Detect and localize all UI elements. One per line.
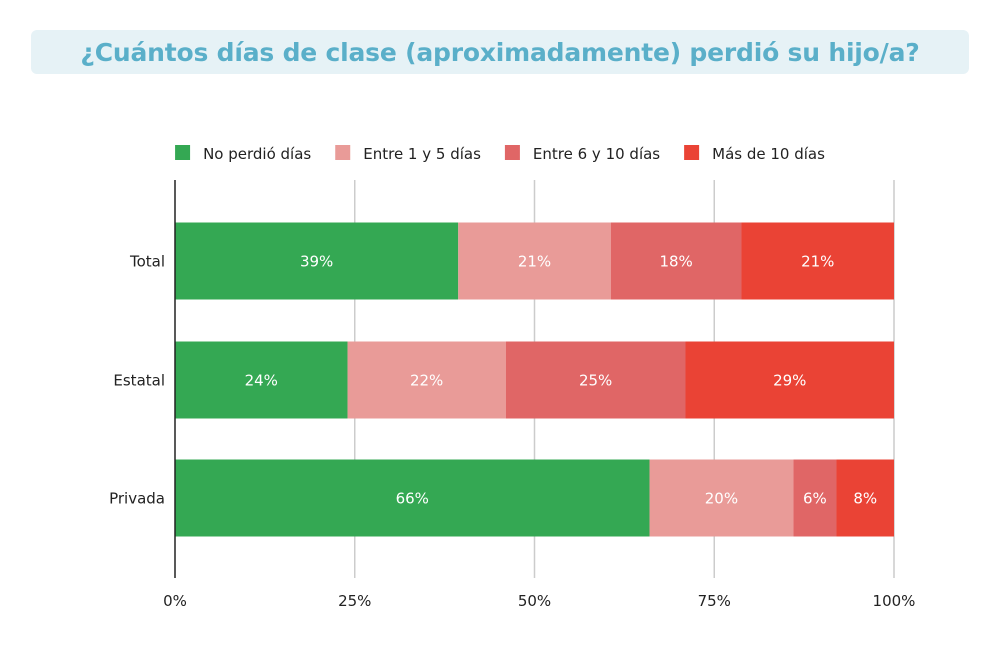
category-label: Estatal — [113, 372, 165, 390]
legend-swatch — [504, 145, 520, 160]
bar-segment — [793, 459, 837, 537]
bar-segment — [458, 222, 611, 300]
axes: 0% 25% 50% 75% 100% Total Estatal Privada — [109, 180, 915, 610]
bar-value-label: 66% — [396, 490, 429, 508]
legend-label: Entre 6 y 10 días — [533, 145, 660, 163]
bar-segment — [610, 222, 742, 300]
bar-value-label: 25% — [579, 372, 612, 390]
category-label: Total — [129, 253, 165, 271]
bar-segment — [347, 341, 506, 419]
bar-value-label: 18% — [659, 253, 692, 271]
chart-title-box: ¿Cuántos días de clase (aproximadamente)… — [31, 30, 969, 74]
x-tick-label: 75% — [698, 592, 731, 610]
bar-value-label: 21% — [518, 253, 551, 271]
bar-segment — [685, 341, 894, 419]
bar-segment — [836, 459, 894, 537]
bar-value-label: 20% — [705, 490, 738, 508]
bar-value-label: 8% — [853, 490, 877, 508]
bars: 39% 21% 18% 21% 24% 22% 25% 29% 66% 20% 6% 8% — [175, 222, 894, 537]
bar-value-label: 6% — [803, 490, 827, 508]
bar-value-label: 29% — [773, 372, 806, 390]
bar-value-label: 22% — [410, 372, 443, 390]
x-tick-label: 25% — [338, 592, 371, 610]
bar-value-label: 24% — [245, 372, 278, 390]
bar-value-label: 39% — [300, 253, 333, 271]
legend-swatch — [175, 145, 191, 160]
legend-swatch — [684, 145, 700, 160]
legend-label: Más de 10 días — [712, 145, 825, 163]
legend-label: No perdió días — [203, 145, 311, 163]
bar-segment — [175, 341, 348, 419]
legend-label: Entre 1 y 5 días — [363, 145, 481, 163]
bar-segment — [175, 459, 650, 537]
bar-value-label: 21% — [801, 253, 834, 271]
x-tick-label: 50% — [518, 592, 551, 610]
legend: No perdió días Entre 1 y 5 días Entre 6 y … — [175, 145, 825, 163]
x-tick-label: 100% — [873, 592, 916, 610]
category-label: Privada — [109, 490, 165, 508]
bar-segment — [741, 222, 894, 300]
bar-segment — [175, 222, 459, 300]
chart-title: ¿Cuántos días de clase (aproximadamente)… — [80, 37, 920, 67]
bar-segment — [649, 459, 794, 537]
x-tick-label: 0% — [163, 592, 187, 610]
bar-segment — [505, 341, 686, 419]
legend-swatch — [335, 145, 351, 160]
